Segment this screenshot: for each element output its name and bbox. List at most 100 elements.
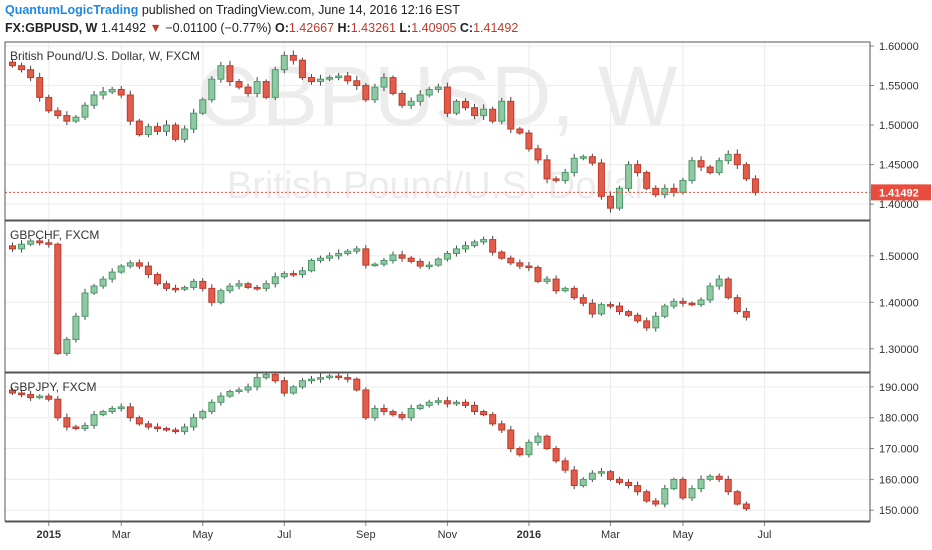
symbol-label[interactable]: FX:GBPUSD, W [5,21,98,35]
candle-down [153,126,161,132]
pane-border [4,41,871,221]
pane-border [4,220,871,373]
low-label: L: [399,21,412,35]
candle-up [81,424,89,429]
candle-up [199,411,207,419]
candle-up [443,253,451,260]
candle-down [407,257,415,262]
candle-down [271,374,279,382]
candle-down [45,96,53,112]
candle-up [561,287,569,292]
candle-down [534,148,542,161]
candle-up [452,248,460,255]
y-tick-label: 160.000 [879,474,919,486]
candle-down [362,389,370,419]
y-tick-label: 1.40000 [879,297,919,309]
author-link[interactable]: QuantumLogicTrading [5,3,139,17]
candle-up [697,299,705,306]
candle-up [307,378,315,382]
candle-down [471,404,479,413]
candle-down [670,187,678,193]
candle-up [163,124,171,132]
candle-up [579,156,587,159]
high-label: H: [337,21,351,35]
open-label: O: [274,21,289,35]
candle-down [36,240,44,244]
candle-down [262,81,270,98]
candle-down [534,266,542,282]
pane-border [4,372,871,522]
candle-up [661,488,669,505]
candle-down [54,243,62,354]
candle-up [117,265,125,273]
candle-up [81,104,89,118]
candle-down [733,297,741,313]
candle-down [634,485,642,493]
candle-down [253,286,261,290]
candle-down [289,54,297,61]
candle-up [181,286,189,290]
candle-up [235,389,243,393]
candle-up [326,77,334,80]
last-price: 1.41492 [100,21,147,35]
candle-up [298,380,306,388]
candle-up [90,285,98,294]
candle-up [90,414,98,426]
candle-down [280,380,288,394]
candle-down [525,265,533,269]
candle-up [181,128,189,140]
candle-up [425,401,433,406]
candle-down [244,283,252,288]
candle-down [362,85,370,101]
candle-up [452,401,460,405]
candle-up [190,280,198,288]
high-value: 1.43261 [350,21,396,35]
candle-down [742,164,750,180]
candle-down [126,406,134,419]
candle-up [371,86,379,101]
candle-up [126,262,134,267]
candle-down [606,304,614,307]
candle-up [434,400,442,403]
candle-up [661,187,669,196]
candle-up [724,153,732,162]
candle-down [144,423,152,428]
candle-down [606,195,614,209]
candle-down [733,491,741,505]
candle-down [588,302,596,315]
pane-title: GBPJPY, FXCM [10,380,96,394]
x-tick-label: 2016 [517,529,541,541]
candle-down [507,100,515,130]
candle-up [190,112,198,130]
candle-down [416,260,424,267]
publish-info: published on TradingView.com, June 14, 2… [141,3,460,17]
candle-up [498,100,506,122]
candle-down [353,378,361,391]
candle-up [226,285,234,292]
candle-down [588,156,596,164]
x-tick-label: Jul [757,529,771,541]
candle-down [45,395,53,400]
candle-down [462,100,469,109]
candle-up [235,283,243,287]
candle-down [307,77,315,83]
candle-up [389,254,397,261]
candle-up [108,88,116,93]
candle-down [643,320,651,329]
candle-down [135,262,143,267]
candle-up [108,407,116,413]
candle-up [208,78,216,101]
candle-up [317,78,325,83]
candle-up [380,77,388,88]
candle-up [208,401,216,413]
candle-up [380,259,388,265]
candle-down [172,429,180,433]
candle-up [661,305,669,317]
candle-down [498,423,506,431]
candle-up [307,259,315,272]
candle-up [670,478,678,490]
candle-down [697,160,705,168]
candle-down [117,88,125,96]
candle-up [72,315,80,340]
